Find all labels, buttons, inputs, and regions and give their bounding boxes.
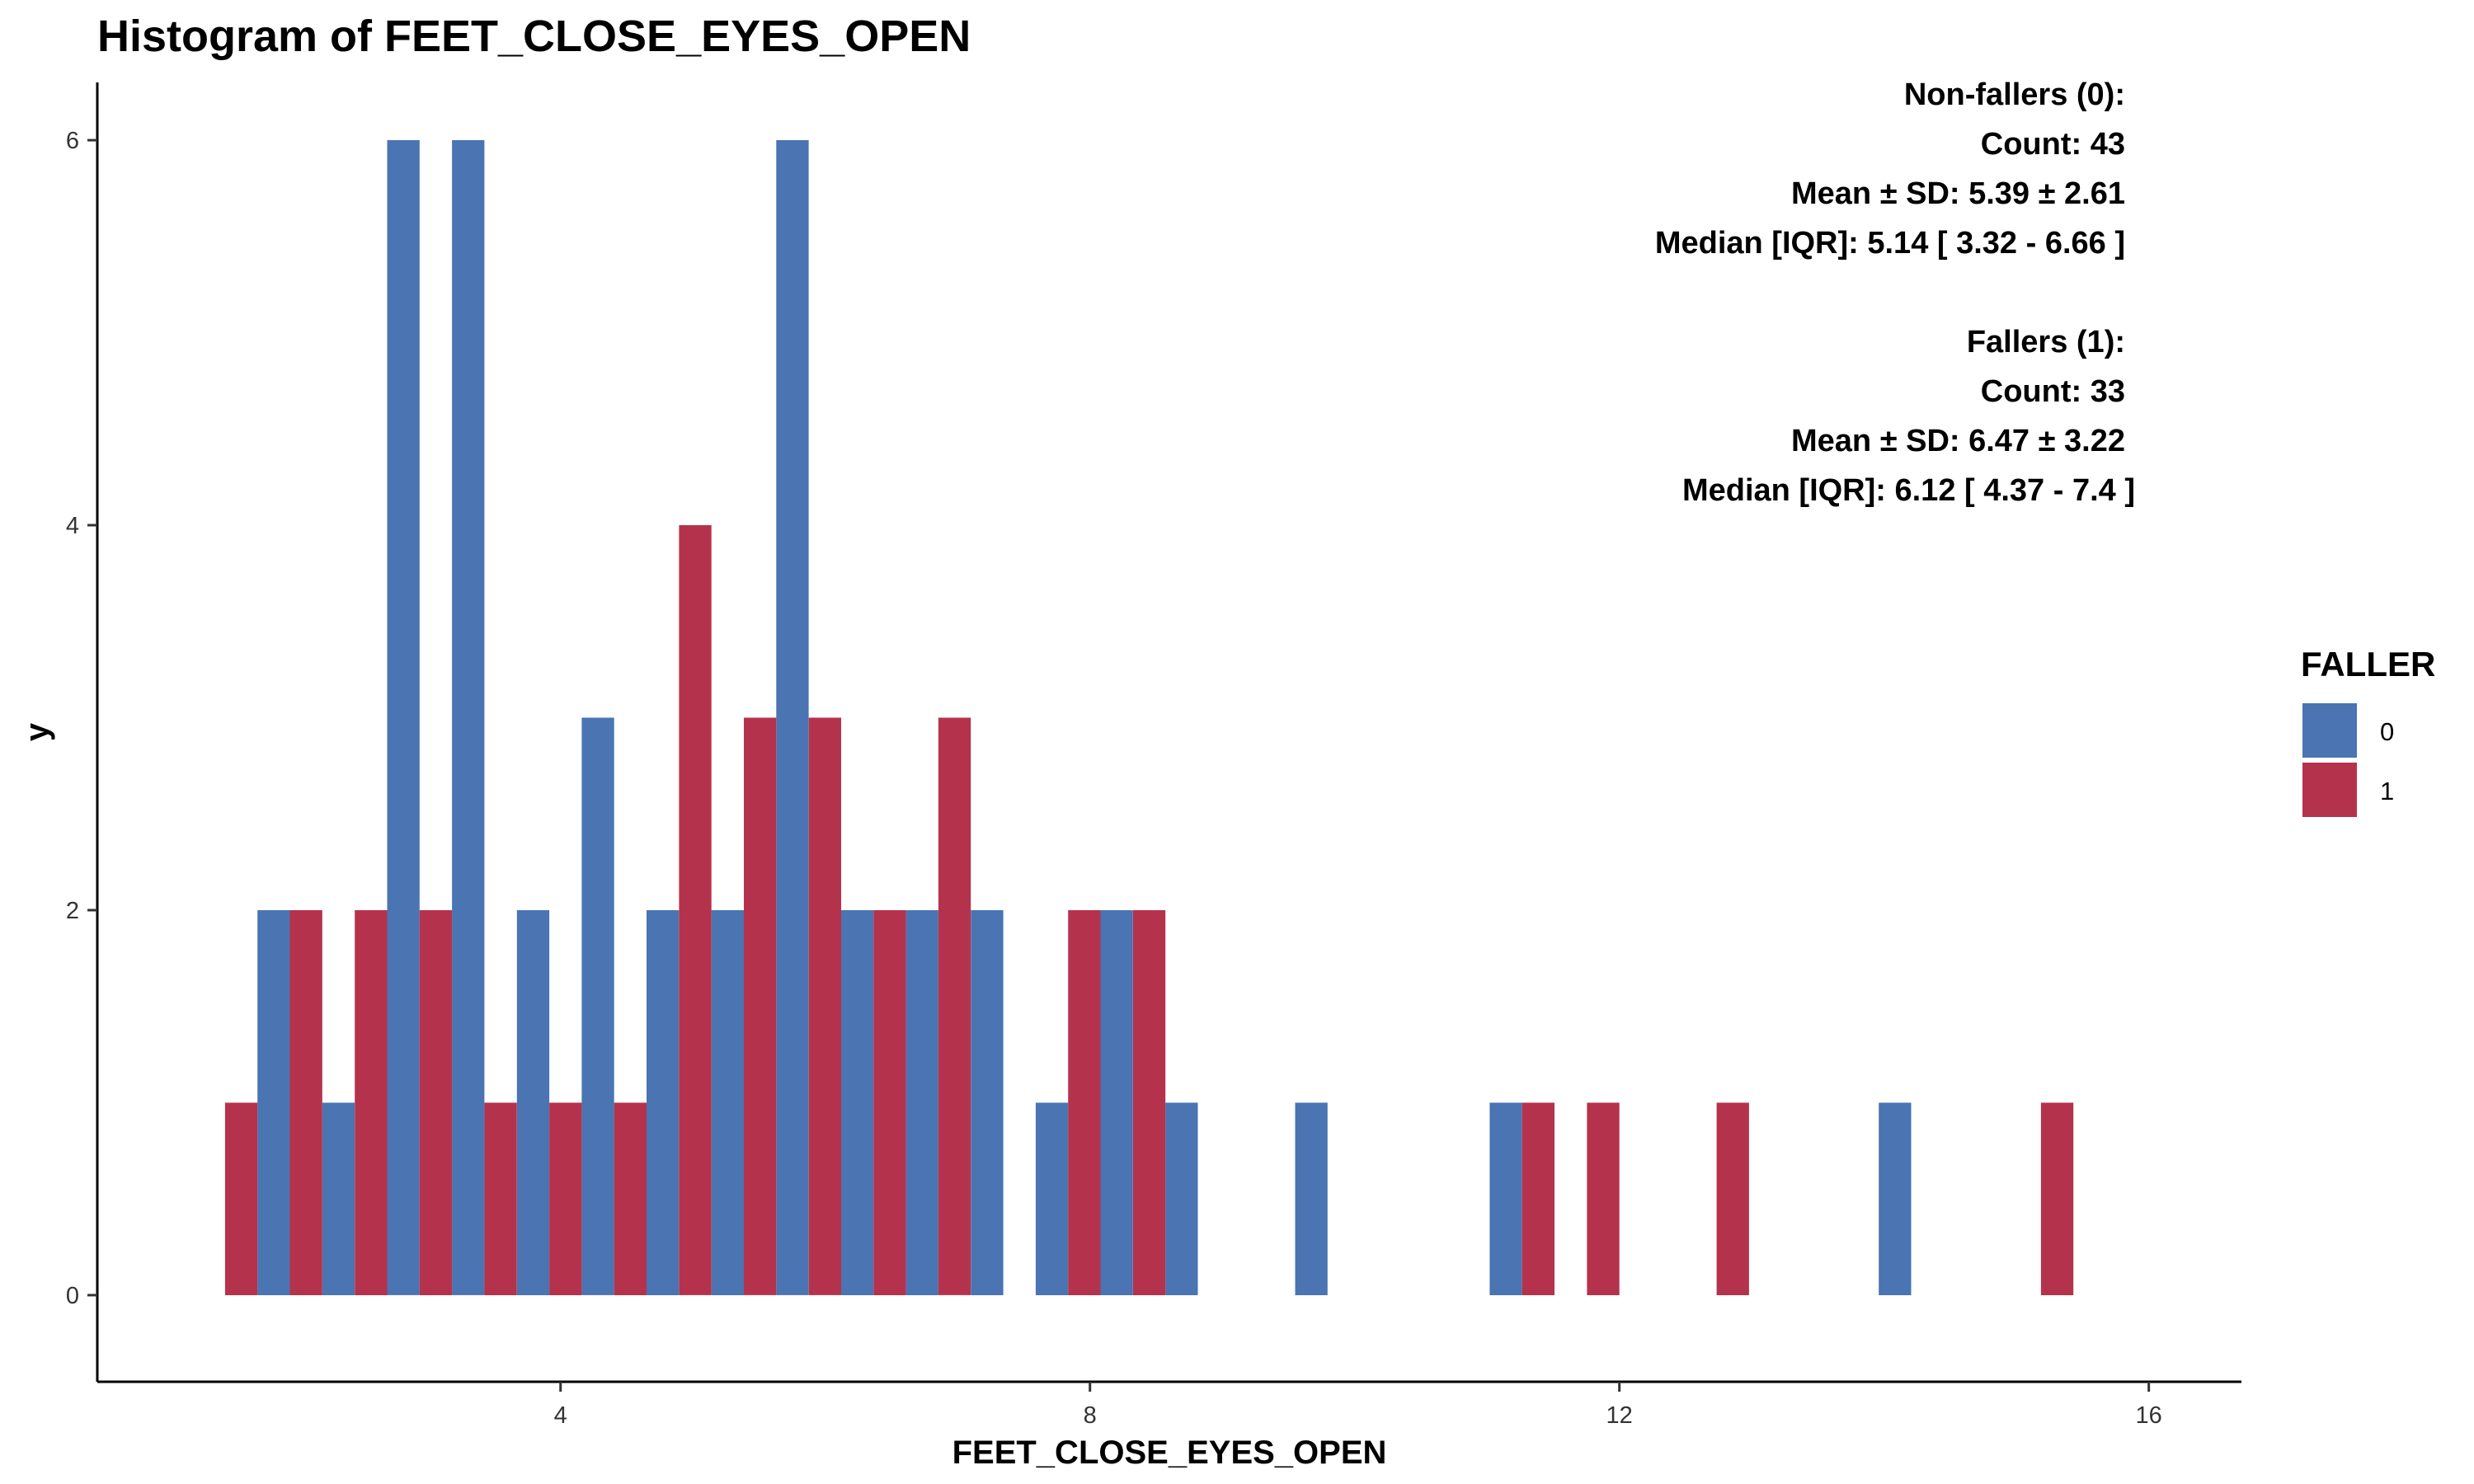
y-tick-label: 0 [66, 1283, 79, 1309]
annotation-line: Non-fallers (0): [1904, 77, 2125, 112]
bar-faller-0-bin-1 [322, 1102, 355, 1295]
bar-faller-1-bin-13 [1068, 910, 1101, 1295]
bar-faller-1-bin-10 [873, 910, 906, 1295]
bar-faller-0-bin-19 [1489, 1102, 1522, 1295]
bar-faller-1-bin-4 [484, 1102, 517, 1295]
bar-faller-1-bin-23 [1716, 1102, 1749, 1295]
y-tick-label: 6 [66, 128, 79, 154]
bar-faller-0-bin-8 [776, 140, 809, 1295]
bar-faller-0-bin-5 [581, 717, 614, 1295]
bar-faller-0-bin-10 [905, 910, 938, 1295]
bar-faller-0-bin-7 [711, 910, 744, 1295]
bar-faller-1-bin-11 [938, 717, 971, 1295]
x-tick-label: 12 [1606, 1402, 1633, 1429]
bar-faller-1-bin-14 [1132, 910, 1166, 1295]
annotation-line: Count: 43 [1981, 127, 2125, 162]
legend-label-1: 1 [2380, 777, 2394, 805]
y-axis-title: y [19, 722, 55, 741]
bar-faller-1-bin-2 [355, 910, 388, 1295]
x-tick-label: 4 [554, 1402, 567, 1429]
y-ticks: 0 2 4 6 [66, 128, 97, 1309]
bar-faller-0-bin-12 [1035, 1102, 1069, 1295]
chart-title: Histogram of FEET_CLOSE_EYES_OPEN [97, 12, 971, 61]
legend: FALLER 0 1 [2301, 645, 2435, 817]
bar-faller-0-bin-9 [841, 910, 874, 1295]
annotation-line: Median [IQR]: 5.14 [ 3.32 - 6.66 ] [1655, 226, 2125, 261]
bar-faller-0-bin-2 [387, 140, 420, 1295]
bar-faller-1-bin-1 [289, 910, 322, 1295]
annotation-non-fallers: Non-fallers (0): Count: 43 Mean ± SD: 5.… [1655, 77, 2125, 261]
bar-faller-1-bin-28 [2040, 1102, 2074, 1295]
bar-faller-1-bin-21 [1587, 1102, 1620, 1295]
bar-faller-0-bin-6 [647, 910, 680, 1295]
bar-faller-1-bin-9 [808, 717, 841, 1295]
annotation-line: Count: 33 [1981, 374, 2125, 409]
bar-faller-1-bin-5 [549, 1102, 582, 1295]
bar-faller-0-bin-13 [1100, 910, 1133, 1295]
x-tick-label: 8 [1084, 1402, 1097, 1429]
bars-layer [224, 140, 2074, 1295]
y-tick-label: 2 [66, 898, 79, 924]
bar-faller-0-bin-11 [971, 910, 1004, 1295]
bar-faller-0-bin-16 [1295, 1102, 1328, 1295]
bar-faller-1-bin-0 [224, 1102, 258, 1295]
x-axis-title: FEET_CLOSE_EYES_OPEN [952, 1435, 1387, 1471]
y-tick-label: 4 [66, 513, 79, 539]
legend-swatch-1 [2302, 763, 2357, 817]
bar-faller-0-bin-4 [516, 910, 550, 1295]
legend-swatch-0 [2302, 703, 2357, 758]
bar-faller-0-bin-14 [1165, 1102, 1198, 1295]
bar-faller-1-bin-7 [679, 525, 712, 1295]
annotation-line: Median [IQR]: 6.12 [ 4.37 - 7.4 ] [1682, 473, 2135, 508]
annotation-fallers: Fallers (1): Count: 33 Mean ± SD: 6.47 ±… [1682, 325, 2135, 508]
bar-faller-0-bin-0 [257, 910, 290, 1295]
annotation-line: Mean ± SD: 6.47 ± 3.22 [1791, 424, 2125, 458]
bar-faller-0-bin-3 [452, 140, 485, 1295]
legend-title: FALLER [2301, 645, 2435, 683]
annotation-line: Mean ± SD: 5.39 ± 2.61 [1791, 176, 2125, 211]
legend-label-0: 0 [2380, 717, 2394, 746]
x-ticks: 4 8 12 16 [554, 1382, 2162, 1429]
x-tick-label: 16 [2136, 1402, 2162, 1429]
bar-faller-1-bin-20 [1522, 1102, 1554, 1295]
bar-faller-0-bin-25 [1879, 1102, 1912, 1295]
bar-faller-1-bin-8 [744, 717, 777, 1295]
bar-faller-1-bin-3 [419, 910, 453, 1295]
annotation-line: Fallers (1): [1967, 325, 2125, 359]
bar-faller-1-bin-6 [614, 1102, 647, 1295]
